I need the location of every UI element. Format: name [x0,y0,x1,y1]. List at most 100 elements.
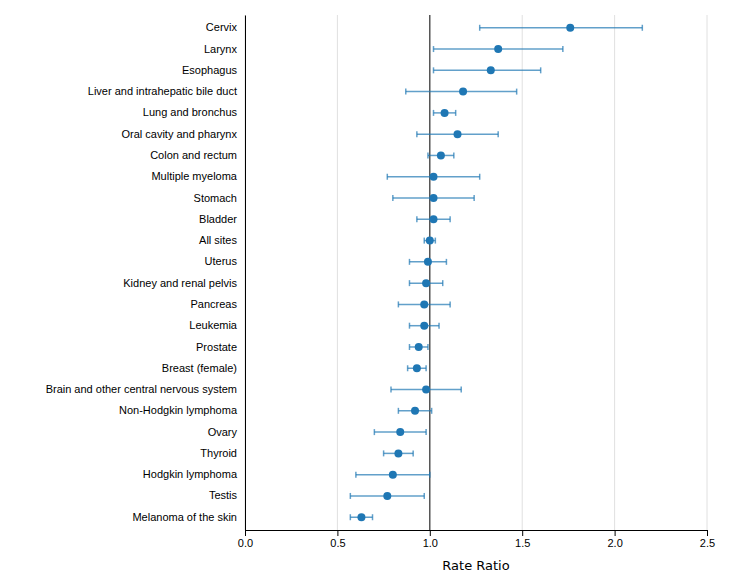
y-tick-label: Pancreas [191,298,238,310]
point [429,173,437,181]
y-tick: Uterus [205,255,238,267]
y-tick: Oral cavity and pharynx [121,128,237,140]
y-tick: Prostate [196,341,237,353]
y-tick-label: All sites [199,234,237,246]
row [417,130,498,138]
row [409,258,446,266]
y-tick-label: Uterus [205,255,238,267]
x-tick-mark [615,530,616,536]
row [393,194,474,202]
row [409,279,442,287]
error-cap [479,174,481,180]
error-cap [407,365,409,371]
x-tick-mark [245,530,246,536]
x-tick: 0.5 [330,530,345,549]
point [429,194,437,202]
row [350,513,372,521]
error-cap [350,514,352,520]
point [422,386,430,394]
error-cap [412,450,414,456]
error-cap [409,344,411,350]
row [387,173,479,181]
error-cap [427,344,429,350]
error-cap [497,131,499,137]
error-cap [562,46,564,52]
grid [245,15,707,530]
error-cap [398,408,400,414]
y-tick: Thyroid [200,447,237,459]
error-cap [642,25,644,31]
x-tick-label: 0.0 [238,537,253,549]
error-cap [449,301,451,307]
point [394,449,402,457]
y-tick-label: Melanoma of the skin [132,511,237,523]
error-cap [479,25,481,31]
x-axis-line [246,531,708,537]
error-cap [425,365,427,371]
point [429,215,437,223]
y-tick: Kidney and renal pelvis [123,277,237,289]
y-tick: Larynx [204,43,238,55]
y-tick: Lung and bronchus [143,106,238,118]
point [357,513,365,521]
error-cap [383,450,385,456]
row [374,428,426,436]
row [409,343,427,351]
error-cap [516,89,518,95]
x-tick: 2.0 [607,530,622,549]
error-cap [390,387,392,393]
error-cap [433,67,435,73]
row [408,364,426,372]
row [384,449,414,457]
y-axis-line [245,16,246,531]
error-cap [460,387,462,393]
y-tick: Breast (female) [162,362,237,374]
y-tick-label: Breast (female) [162,362,237,374]
error-cap [409,259,411,265]
error-cap [372,514,374,520]
point [424,258,432,266]
point [383,492,391,500]
error-cap [387,174,389,180]
y-tick: Non-Hodgkin lymphoma [119,404,238,416]
y-tick: Multiple myeloma [151,170,237,182]
x-tick-label: 2.0 [607,537,622,549]
y-tick-label: Larynx [204,43,238,55]
grid-line [707,15,708,530]
y-tick-label: Multiple myeloma [151,170,237,182]
row [406,88,517,96]
y-tick-label: Colon and rectum [150,149,237,161]
error-cap [449,216,451,222]
y-tick-label: Kidney and renal pelvis [123,277,237,289]
row [350,492,424,500]
error-bar [480,27,643,29]
error-cap [473,195,475,201]
x-tick: 0.0 [238,530,253,549]
x-tick: 1.5 [515,530,530,549]
y-tick-label: Esophagus [182,64,238,76]
y-tick-label: Thyroid [200,447,237,459]
grid-line [337,15,338,530]
row [428,151,454,159]
error-cap [355,472,357,478]
error-cap [392,195,394,201]
y-tick: Melanoma of the skin [132,511,237,523]
x-tick-mark [337,530,338,536]
row [424,237,435,245]
error-cap [405,89,407,95]
error-cap [446,259,448,265]
error-cap [435,238,437,244]
x-axis-title: Rate Ratio [442,558,509,573]
row [391,386,461,394]
grid-line [522,15,523,530]
grid-line [614,15,615,530]
chart: 0.00.51.01.52.02.5CervixLarynxEsophagusL… [0,0,729,582]
x-tick-mark [707,530,708,536]
y-tick-label: Oral cavity and pharynx [121,128,237,140]
y-tick-label: Hodgkin lymphoma [143,468,238,480]
marks [350,15,642,530]
error-cap [427,152,429,158]
x-tick-label: 1.0 [423,537,438,549]
row [417,215,450,223]
y-tick: Bladder [199,213,237,225]
